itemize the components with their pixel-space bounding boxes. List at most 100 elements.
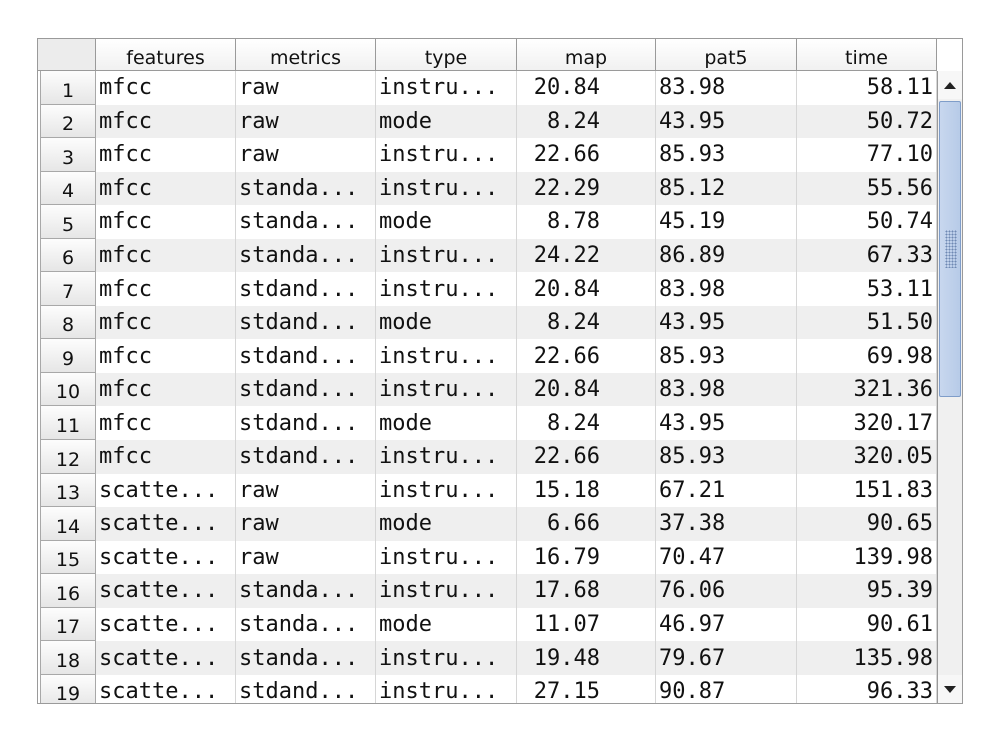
cell-map[interactable]: 11.07 — [517, 607, 656, 642]
cell-metrics[interactable]: standa... — [236, 607, 376, 642]
cell-pat5[interactable]: 83.98 — [656, 71, 797, 105]
row-number-header[interactable]: 8 — [40, 305, 96, 340]
cell-metrics[interactable]: stdand... — [236, 440, 376, 474]
cell-map[interactable]: 27.15 — [517, 674, 656, 703]
row-number-header[interactable]: 11 — [40, 406, 96, 441]
cell-features[interactable]: scatte... — [96, 607, 236, 642]
column-header-map[interactable]: map — [517, 39, 656, 71]
cell-pat5[interactable]: 43.95 — [656, 104, 797, 139]
table-row[interactable]: 18 scatte... standa... instru... 19.48 79.67 1… — [38, 641, 937, 675]
row-number-header[interactable]: 13 — [40, 473, 96, 508]
cell-features[interactable]: mfcc — [96, 305, 236, 340]
cell-type[interactable]: mode — [376, 607, 517, 642]
cell-pat5[interactable]: 70.47 — [656, 540, 797, 575]
row-number-header[interactable]: 15 — [40, 540, 96, 575]
cell-pat5[interactable]: 45.19 — [656, 205, 797, 239]
cell-metrics[interactable]: raw — [236, 473, 376, 508]
cell-map[interactable]: 20.84 — [517, 272, 656, 306]
cell-pat5[interactable]: 43.95 — [656, 406, 797, 441]
header-corner[interactable] — [38, 39, 96, 71]
cell-time[interactable]: 320.05 — [797, 440, 937, 474]
cell-features[interactable]: mfcc — [96, 71, 236, 105]
row-number-header[interactable]: 16 — [40, 574, 96, 608]
cell-type[interactable]: mode — [376, 205, 517, 239]
cell-time[interactable]: 95.39 — [797, 574, 937, 608]
cell-time[interactable]: 151.83 — [797, 473, 937, 508]
cell-type[interactable]: instru... — [376, 540, 517, 575]
row-number-header[interactable]: 3 — [40, 138, 96, 172]
cell-pat5[interactable]: 83.98 — [656, 372, 797, 407]
table-row[interactable]: 14 scatte... raw mode 6.66 37.38 90.65 — [38, 507, 937, 541]
cell-metrics[interactable]: standa... — [236, 238, 376, 273]
table-row[interactable]: 2 mfcc raw mode 8.24 43.95 50.72 — [38, 104, 937, 139]
cell-map[interactable]: 19.48 — [517, 641, 656, 675]
cell-type[interactable]: instru... — [376, 440, 517, 474]
cell-features[interactable]: mfcc — [96, 238, 236, 273]
table-row[interactable]: 15 scatte... raw instru... 16.79 70.47 139.98 — [38, 540, 937, 575]
cell-metrics[interactable]: stdand... — [236, 406, 376, 441]
cell-map[interactable]: 16.79 — [517, 540, 656, 575]
row-number-header[interactable]: 18 — [40, 641, 96, 675]
cell-features[interactable]: scatte... — [96, 540, 236, 575]
table-row[interactable]: 17 scatte... standa... mode 11.07 46.97 90.61 — [38, 607, 937, 642]
column-header-features[interactable]: features — [96, 39, 236, 71]
cell-time[interactable]: 67.33 — [797, 238, 937, 273]
cell-pat5[interactable]: 85.93 — [656, 440, 797, 474]
row-number-header[interactable]: 6 — [40, 238, 96, 273]
cell-features[interactable]: mfcc — [96, 272, 236, 306]
cell-map[interactable]: 8.24 — [517, 406, 656, 441]
row-number-header[interactable]: 10 — [40, 372, 96, 407]
cell-map[interactable]: 17.68 — [517, 574, 656, 608]
cell-metrics[interactable]: stdand... — [236, 305, 376, 340]
table-row[interactable]: 12 mfcc stdand... instru... 22.66 85.93 320.05 — [38, 440, 937, 474]
cell-time[interactable]: 321.36 — [797, 372, 937, 407]
cell-map[interactable]: 8.24 — [517, 305, 656, 340]
cell-time[interactable]: 55.56 — [797, 171, 937, 206]
cell-features[interactable]: scatte... — [96, 641, 236, 675]
cell-type[interactable]: instru... — [376, 339, 517, 373]
row-number-header[interactable]: 17 — [40, 607, 96, 642]
scroll-down-button[interactable] — [938, 675, 962, 703]
cell-features[interactable]: mfcc — [96, 406, 236, 441]
cell-metrics[interactable]: stdand... — [236, 674, 376, 703]
cell-time[interactable]: 69.98 — [797, 339, 937, 373]
cell-map[interactable]: 22.66 — [517, 138, 656, 172]
cell-pat5[interactable]: 90.87 — [656, 674, 797, 703]
cell-type[interactable]: instru... — [376, 574, 517, 608]
cell-type[interactable]: instru... — [376, 473, 517, 508]
cell-time[interactable]: 50.72 — [797, 104, 937, 139]
cell-time[interactable]: 77.10 — [797, 138, 937, 172]
table-row[interactable]: 19 scatte... stdand... instru... 27.15 90.87 9… — [38, 674, 937, 703]
table-row[interactable]: 7 mfcc stdand... instru... 20.84 83.98 53.11 — [38, 272, 937, 306]
cell-map[interactable]: 6.66 — [517, 507, 656, 541]
cell-time[interactable]: 53.11 — [797, 272, 937, 306]
cell-type[interactable]: instru... — [376, 171, 517, 206]
cell-time[interactable]: 51.50 — [797, 305, 937, 340]
column-header-type[interactable]: type — [376, 39, 517, 71]
row-number-header[interactable]: 19 — [40, 674, 96, 703]
cell-metrics[interactable]: stdand... — [236, 372, 376, 407]
cell-pat5[interactable]: 85.93 — [656, 339, 797, 373]
cell-metrics[interactable]: standa... — [236, 641, 376, 675]
cell-map[interactable]: 15.18 — [517, 473, 656, 508]
cell-features[interactable]: mfcc — [96, 372, 236, 407]
cell-features[interactable]: mfcc — [96, 205, 236, 239]
cell-type[interactable]: instru... — [376, 674, 517, 703]
cell-map[interactable]: 22.66 — [517, 440, 656, 474]
table-row[interactable]: 11 mfcc stdand... mode 8.24 43.95 320.17 — [38, 406, 937, 441]
cell-map[interactable]: 20.84 — [517, 372, 656, 407]
column-header-pat5[interactable]: pat5 — [656, 39, 797, 71]
cell-features[interactable]: mfcc — [96, 171, 236, 206]
cell-features[interactable]: mfcc — [96, 104, 236, 139]
cell-time[interactable]: 50.74 — [797, 205, 937, 239]
cell-pat5[interactable]: 67.21 — [656, 473, 797, 508]
cell-type[interactable]: instru... — [376, 641, 517, 675]
cell-time[interactable]: 135.98 — [797, 641, 937, 675]
table-row[interactable]: 4 mfcc standa... instru... 22.29 85.12 55.56 — [38, 171, 937, 206]
cell-type[interactable]: mode — [376, 305, 517, 340]
cell-pat5[interactable]: 46.97 — [656, 607, 797, 642]
cell-type[interactable]: mode — [376, 104, 517, 139]
cell-time[interactable]: 96.33 — [797, 674, 937, 703]
cell-map[interactable]: 20.84 — [517, 71, 656, 105]
cell-metrics[interactable]: raw — [236, 104, 376, 139]
